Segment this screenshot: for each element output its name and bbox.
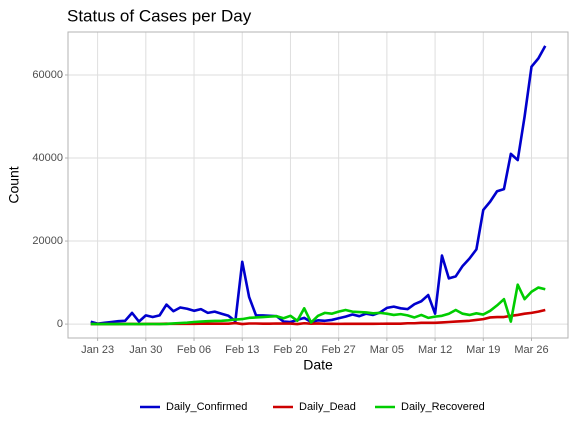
x-tick-label: Feb 27 — [322, 344, 356, 356]
chart-title: Status of Cases per Day — [67, 6, 252, 25]
y-tick-label: 0 — [57, 318, 63, 330]
legend-label: Daily_Recovered — [401, 401, 485, 413]
x-tick-label: Mar 19 — [466, 344, 500, 356]
x-tick-label: Mar 05 — [370, 344, 404, 356]
plot-panel — [68, 32, 568, 338]
x-axis-label: Date — [303, 357, 333, 373]
x-tick-label: Feb 13 — [225, 344, 259, 356]
data-line — [90, 283, 546, 326]
y-axis-label: Count — [6, 166, 22, 203]
x-tick-label: Jan 30 — [129, 344, 162, 356]
panel-border — [67, 31, 569, 339]
y-tick-label: 40000 — [32, 152, 63, 164]
x-tick-label: Mar 26 — [514, 344, 548, 356]
x-tick-label: Mar 12 — [418, 344, 452, 356]
data-line — [90, 45, 547, 325]
x-tick-label: Feb 20 — [273, 344, 307, 356]
legend-label: Daily_Confirmed — [166, 401, 247, 413]
x-tick-label: Jan 23 — [81, 344, 114, 356]
y-tick-label: 20000 — [32, 235, 63, 247]
x-tick-label: Feb 06 — [177, 344, 211, 356]
legend-label: Daily_Dead — [299, 401, 356, 413]
y-tick-label: 60000 — [32, 69, 63, 81]
